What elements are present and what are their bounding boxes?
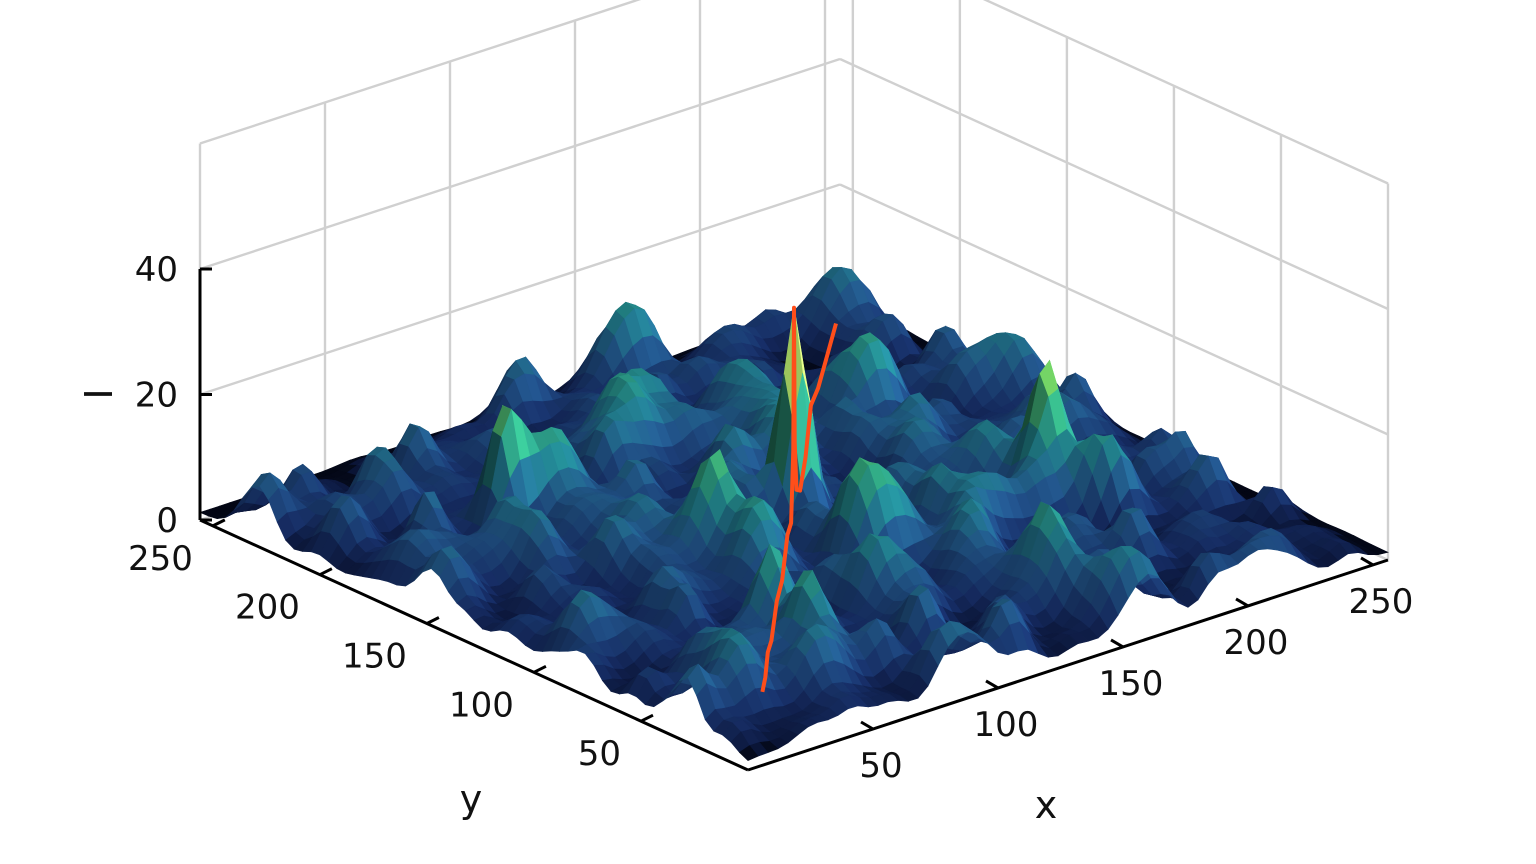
x-tick — [1360, 556, 1374, 567]
x-tick-label: 100 — [974, 705, 1039, 745]
surface-mesh — [199, 266, 1389, 761]
x-tick-label: 250 — [1349, 582, 1414, 622]
x-tick-label: 50 — [859, 746, 902, 786]
profile-line — [760, 305, 838, 693]
x-tick — [1235, 597, 1249, 608]
grid-line — [839, 57, 1389, 311]
y-tick-label: 150 — [342, 637, 407, 677]
surface-facet — [738, 745, 759, 761]
y-tick — [212, 518, 226, 528]
z-tick-label: 0 — [156, 501, 178, 541]
y-tick-label: 100 — [449, 685, 514, 725]
x-tick-label: 150 — [1099, 664, 1164, 704]
grid-line — [199, 57, 841, 271]
z-tick-label: 40 — [135, 250, 178, 290]
grid-line — [839, 183, 1389, 436]
y-tick-label: 50 — [578, 734, 621, 774]
x-tick — [860, 720, 874, 731]
y-axis-title: y — [460, 777, 483, 821]
x-tick — [985, 679, 999, 690]
y-tick — [640, 713, 654, 723]
profile-line-group — [760, 305, 838, 693]
y-tick — [426, 616, 440, 625]
y-tick — [319, 567, 333, 577]
grid-line — [982, 0, 1389, 185]
x-axis-title: x — [1035, 783, 1058, 827]
y-tick-label: 200 — [235, 588, 300, 628]
x-tick-label: 200 — [1224, 623, 1289, 663]
x-axis-line — [747, 558, 1389, 772]
z-tick-label: 20 — [135, 376, 178, 416]
y-tick — [533, 665, 547, 674]
y-axis-line — [199, 518, 749, 772]
x-tick — [1110, 638, 1124, 649]
z-axis-title: I — [77, 388, 121, 399]
y-tick-label: 250 — [128, 539, 193, 579]
grid-line — [199, 183, 841, 396]
grid-line — [199, 0, 642, 145]
